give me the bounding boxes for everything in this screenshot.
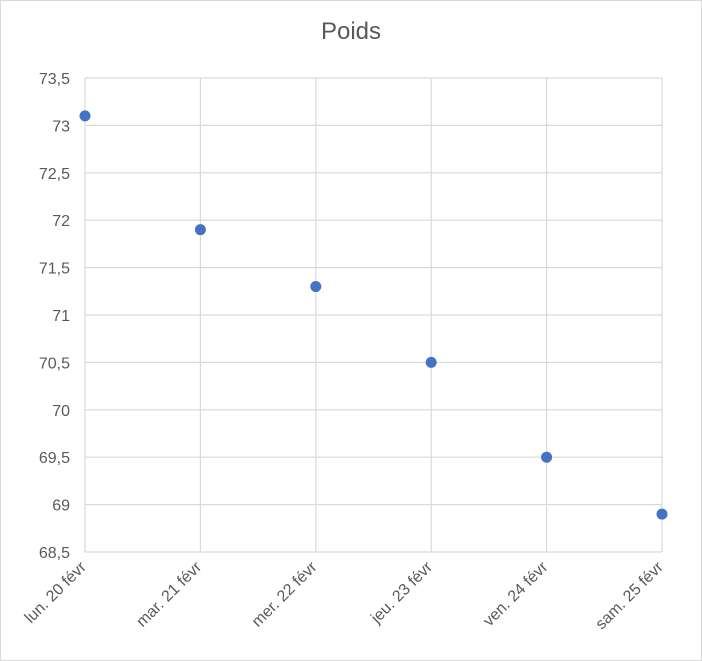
data-point <box>310 281 322 293</box>
y-tick-label: 69 <box>52 498 70 515</box>
x-tick-label: jeu. 23 févr <box>367 558 436 627</box>
y-tick-label: 71,5 <box>39 261 70 278</box>
x-tick-label: mer. 22 févr <box>249 558 321 630</box>
y-axis-tick-labels: 68,5 69 69,5 70 70,5 71 71,5 72 72,5 73 73,5 <box>39 71 70 562</box>
x-tick-label: ven. 24 févr <box>480 558 552 630</box>
x-tick-label: lun. 20 févr <box>22 558 90 626</box>
chart-title: Poids <box>320 18 382 45</box>
y-tick-label: 72,5 <box>39 166 70 183</box>
data-point <box>656 508 668 520</box>
y-tick-label: 73,5 <box>39 71 70 88</box>
gridlines <box>84 77 663 553</box>
data-point <box>425 356 437 368</box>
data-point <box>79 110 91 122</box>
y-tick-label: 68,5 <box>39 545 70 562</box>
x-tick-label: sam. 25 févr <box>593 558 668 633</box>
data-point <box>194 224 206 236</box>
y-tick-label: 73 <box>52 118 70 135</box>
x-axis-tick-labels: lun. 20 févr mar. 21 févr mer. 22 févr jeu.… <box>22 558 667 633</box>
y-tick-label: 72 <box>52 213 70 230</box>
x-tick-label: mar. 21 févr <box>133 558 205 630</box>
y-tick-label: 71 <box>52 308 70 325</box>
y-tick-label: 69,5 <box>39 450 70 467</box>
y-tick-label: 70 <box>52 403 70 420</box>
data-point <box>541 451 553 463</box>
data-points <box>79 110 668 520</box>
y-tick-label: 70,5 <box>39 355 70 372</box>
